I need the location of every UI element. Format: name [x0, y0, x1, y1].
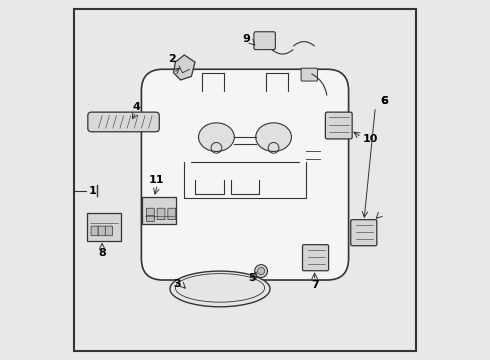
Ellipse shape	[256, 123, 292, 152]
Text: 8: 8	[98, 248, 106, 258]
Text: 2: 2	[168, 54, 175, 64]
Text: 1: 1	[89, 186, 97, 196]
Circle shape	[258, 267, 265, 275]
FancyBboxPatch shape	[301, 68, 318, 81]
FancyBboxPatch shape	[142, 69, 348, 280]
FancyBboxPatch shape	[325, 112, 352, 139]
FancyBboxPatch shape	[157, 208, 165, 220]
FancyBboxPatch shape	[147, 208, 154, 220]
Text: 5: 5	[248, 273, 256, 283]
FancyBboxPatch shape	[302, 245, 329, 271]
FancyBboxPatch shape	[351, 220, 377, 246]
FancyBboxPatch shape	[147, 215, 154, 221]
FancyBboxPatch shape	[98, 226, 105, 236]
FancyBboxPatch shape	[88, 112, 159, 132]
Text: 4: 4	[132, 102, 140, 112]
FancyBboxPatch shape	[254, 32, 275, 50]
Text: 3: 3	[173, 279, 181, 289]
Text: 6: 6	[381, 96, 389, 107]
Ellipse shape	[170, 271, 270, 307]
Circle shape	[255, 265, 268, 278]
Ellipse shape	[198, 123, 234, 152]
Text: 10: 10	[363, 134, 378, 144]
FancyBboxPatch shape	[143, 197, 176, 224]
Text: 6: 6	[380, 96, 388, 107]
Text: 9: 9	[243, 34, 251, 44]
Text: 11: 11	[148, 175, 164, 185]
Text: 7: 7	[311, 280, 319, 291]
FancyBboxPatch shape	[91, 226, 98, 236]
Polygon shape	[173, 55, 195, 80]
FancyBboxPatch shape	[168, 208, 176, 220]
FancyBboxPatch shape	[105, 226, 113, 236]
FancyBboxPatch shape	[87, 213, 121, 242]
